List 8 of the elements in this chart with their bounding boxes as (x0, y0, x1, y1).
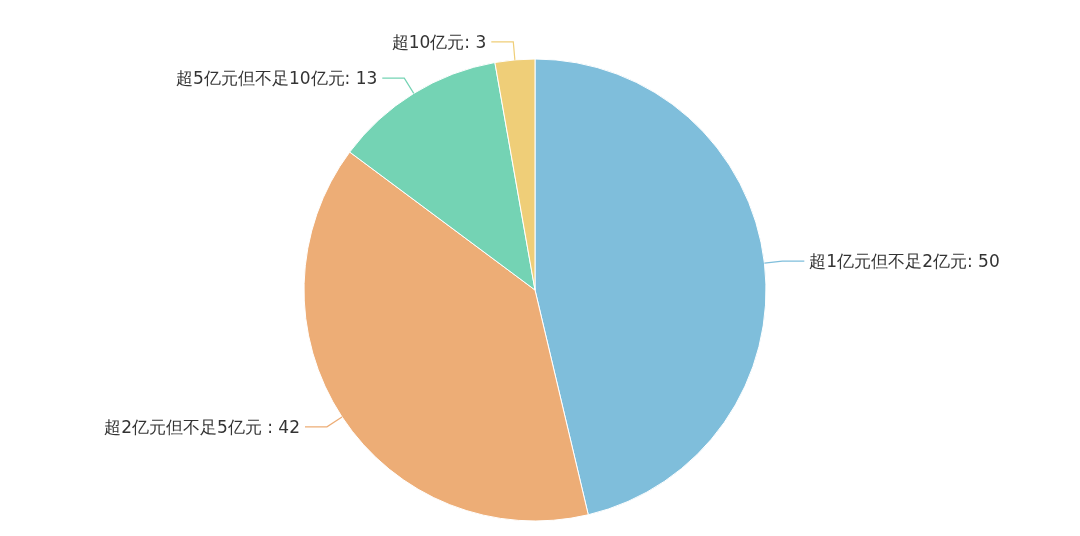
data-label: : 13 (344, 68, 378, 89)
data-label: : 3 (464, 31, 487, 52)
slice-label: 超2亿元但不足5亿元 (104, 416, 268, 437)
slice-label: 超5亿元但不足10亿元 (176, 68, 345, 89)
data-label: : 50 (966, 251, 1000, 272)
slice-label: 超1亿元但不足2亿元 (809, 251, 967, 272)
slice-label: 超10亿元 (391, 31, 465, 52)
data-label: : 42 (267, 416, 300, 437)
